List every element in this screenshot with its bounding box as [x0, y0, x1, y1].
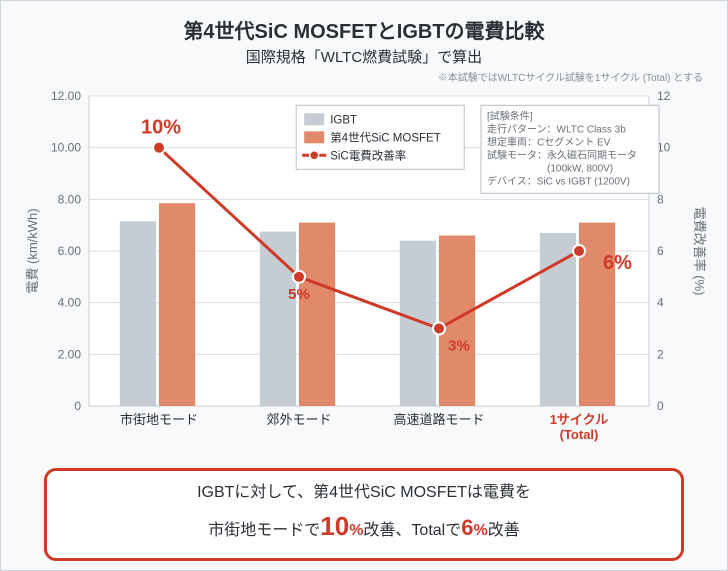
callout-line2-b: 改善、Totalで [363, 522, 461, 539]
conditions-line: 想定車両：Cセグメント EV [487, 135, 611, 148]
legend-label: IGBT [330, 114, 357, 126]
callout-line2-a: 市街地モードで [208, 522, 320, 539]
svg-text:8.00: 8.00 [58, 192, 82, 206]
bar [400, 241, 436, 406]
svg-text:0: 0 [657, 399, 664, 413]
svg-text:8: 8 [657, 192, 664, 206]
chart-note: ※本試験ではWLTCサイクル試験を1サイクル (Total) とする [19, 69, 709, 84]
callout-em2: 6 [461, 515, 473, 540]
legend-swatch [304, 113, 324, 125]
category-label: 高速道路モード [393, 412, 484, 427]
bar [439, 236, 475, 407]
callout-pct1: % [349, 522, 363, 539]
line-marker [433, 323, 445, 335]
bar [159, 203, 195, 406]
point-label: 5% [288, 286, 310, 303]
figure-container: 第4世代SiC MOSFETとIGBTの電費比較 国際規格「WLTC燃費試験」で… [0, 0, 728, 571]
legend-swatch [304, 131, 324, 143]
point-label: 3% [448, 338, 470, 355]
svg-text:電費改善率 (%): 電費改善率 (%) [692, 207, 707, 296]
category-label: 市街地モード [120, 412, 198, 427]
bar [540, 233, 576, 406]
legend-label: 第4世代SiC MOSFET [330, 130, 441, 144]
conditions-line: デバイス：SiC vs IGBT (1200V) [487, 174, 630, 187]
conditions-title: [試験条件] [487, 109, 533, 122]
category-label: 郊外モード [266, 412, 331, 427]
line-marker [293, 271, 305, 283]
svg-text:12.00: 12.00 [51, 89, 81, 103]
svg-text:4: 4 [657, 296, 664, 310]
callout-line1: IGBTに対して、第4世代SiC MOSFETは電費を [197, 484, 531, 501]
bar [120, 221, 156, 406]
svg-text:電費 (km/kWh): 電費 (km/kWh) [25, 208, 40, 293]
point-label: 10% [141, 117, 181, 139]
svg-text:6: 6 [657, 244, 664, 258]
svg-text:12: 12 [657, 89, 671, 103]
svg-text:2: 2 [657, 347, 664, 361]
summary-callout: IGBTに対して、第4世代SiC MOSFETは電費を 市街地モードで10%改善… [44, 468, 684, 561]
svg-text:4.00: 4.00 [58, 296, 82, 310]
category-label: (Total) [560, 427, 599, 442]
point-label: 6% [603, 252, 632, 274]
line-marker [153, 142, 165, 154]
chart-area: 002.0024.0046.0068.00810.001012.0012電費 (… [19, 86, 709, 454]
svg-text:0: 0 [74, 399, 81, 413]
callout-em1: 10 [320, 511, 349, 541]
conditions-line: (100kW, 800V) [487, 163, 613, 174]
chart-svg: 002.0024.0046.0068.00810.001012.0012電費 (… [19, 86, 711, 454]
callout-line2-c: 改善 [488, 522, 520, 539]
callout-pct2: % [473, 522, 487, 539]
conditions-line: 走行パターン：WLTC Class 3b [487, 122, 626, 135]
bar [299, 223, 335, 406]
legend-label: SiC電費改善率 [330, 148, 406, 162]
line-marker [573, 245, 585, 257]
svg-text:2.00: 2.00 [58, 347, 82, 361]
conditions-line: 試験モータ：永久磁石同期モータ [487, 148, 637, 161]
chart-title: 第4世代SiC MOSFETとIGBTの電費比較 [19, 15, 709, 44]
category-label: 1サイクル [550, 412, 609, 427]
svg-text:6.00: 6.00 [58, 244, 82, 258]
legend-marker [310, 151, 319, 160]
chart-subtitle: 国際規格「WLTC燃費試験」で算出 [19, 46, 709, 67]
svg-text:10.00: 10.00 [51, 141, 81, 155]
